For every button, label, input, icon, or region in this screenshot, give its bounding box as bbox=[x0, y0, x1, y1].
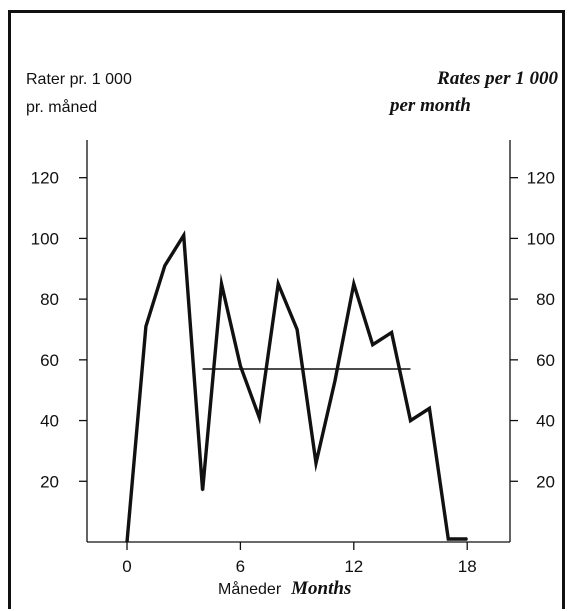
x-axis-label: Måneder Months bbox=[218, 578, 351, 600]
x-tick-label-6: 6 bbox=[236, 557, 245, 576]
x-axis-label-en: Months bbox=[291, 578, 352, 599]
data-point-11 bbox=[334, 380, 336, 382]
data-point-10 bbox=[315, 462, 317, 464]
left-y-tick-label-40: 40 bbox=[40, 412, 59, 431]
figure-frame bbox=[8, 10, 565, 609]
right-y-tick-label-120: 120 bbox=[527, 169, 555, 188]
left-axis-label-line2: pr. måned bbox=[26, 99, 98, 116]
left-y-tick-label-80: 80 bbox=[40, 290, 59, 309]
x-tick-label-18: 18 bbox=[458, 557, 477, 576]
data-point-4 bbox=[201, 489, 204, 492]
left-y-tick-label-60: 60 bbox=[40, 351, 59, 370]
data-point-5 bbox=[220, 283, 223, 285]
data-point-2 bbox=[164, 264, 166, 267]
right-y-tick-label-80: 80 bbox=[536, 290, 555, 309]
data-point-18 bbox=[466, 538, 469, 540]
data-point-7 bbox=[258, 416, 261, 419]
data-point-17 bbox=[447, 538, 450, 540]
left-axis-label-line1: Rater pr. 1 000 bbox=[26, 71, 132, 88]
data-point-12 bbox=[353, 283, 355, 285]
right-y-tick-label-20: 20 bbox=[536, 472, 555, 491]
data-point-9 bbox=[296, 328, 298, 331]
right-y-tick-label-60: 60 bbox=[536, 351, 555, 370]
data-point-15 bbox=[409, 419, 412, 422]
right-axis-label-line1: Rates per 1 000 bbox=[437, 68, 558, 89]
data-point-0 bbox=[126, 541, 128, 543]
data-point-3 bbox=[182, 234, 185, 237]
data-point-16 bbox=[428, 407, 431, 410]
x-axis-label-no: Måneder bbox=[218, 581, 282, 598]
data-point-14 bbox=[390, 331, 393, 334]
left-y-tick-label-100: 100 bbox=[31, 229, 59, 248]
data-point-1 bbox=[145, 325, 147, 328]
left-y-tick-label-20: 20 bbox=[40, 472, 59, 491]
data-point-6 bbox=[239, 365, 242, 367]
right-y-tick-label-100: 100 bbox=[527, 229, 555, 248]
right-y-tick-label-40: 40 bbox=[536, 412, 555, 431]
left-y-tick-label-120: 120 bbox=[31, 169, 59, 188]
x-tick-label-12: 12 bbox=[344, 557, 363, 576]
x-tick-label-0: 0 bbox=[122, 557, 131, 576]
data-point-8 bbox=[277, 283, 280, 285]
series-line-0 bbox=[125, 230, 468, 543]
data-point-13 bbox=[371, 343, 374, 346]
right-axis-label-line2: per month bbox=[390, 95, 471, 116]
